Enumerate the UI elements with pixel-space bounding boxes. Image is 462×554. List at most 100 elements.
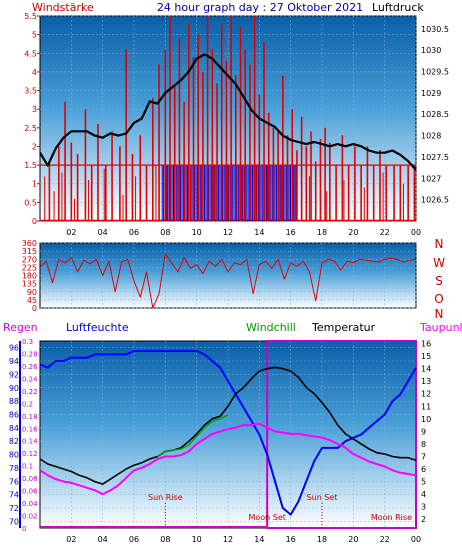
rain-tick-label: 0.18 [22, 413, 38, 421]
legend-windchill: Windchill [246, 321, 296, 334]
legend-temperature: Temperatur [311, 321, 376, 334]
p1-left-tick-label: 3.5 [24, 87, 37, 96]
humidity-tick-label: 84 [9, 424, 19, 433]
humidity-tick-label: 76 [9, 477, 19, 486]
p3-x-tick-label: 22 [380, 535, 390, 544]
rain-tick-label: 0.02 [22, 513, 38, 521]
p1-right-tick-label: 1030.5 [421, 25, 449, 34]
event-label: Moon Rise [371, 513, 412, 522]
rain-window-box [266, 340, 417, 529]
legend-dewpoint: Taupunkt [419, 321, 462, 334]
humidity-tick-label: 82 [9, 437, 19, 446]
humidity-line [39, 350, 417, 516]
temp-tick-label: 9 [421, 427, 426, 436]
p1-x-tick-label: 22 [380, 228, 390, 237]
p3-x-tick-label: 20 [348, 535, 358, 544]
rain-tick-label: 0.22 [22, 388, 38, 396]
p3-x-tick-label: 12 [223, 535, 233, 544]
p1-right-tick-label: 1027.5 [421, 153, 449, 162]
rain-tick-label: 0.12 [22, 450, 38, 458]
rain-tick-label: 0.24 [22, 375, 38, 383]
p1-left-tick-label: 4.5 [24, 49, 37, 58]
event-label: Moon Set [248, 513, 285, 522]
p2-left-tick-label: 0 [32, 304, 37, 313]
temp-tick-label: 16 [421, 340, 431, 349]
humidity-tick-label: 72 [9, 504, 19, 513]
rain-tick-label: 0.06 [22, 488, 38, 496]
compass-label: N [435, 307, 444, 321]
rain-tick-label: 0.08 [22, 475, 38, 483]
rain-tick-label: 0 [22, 525, 26, 533]
p2-left-tick-label: 315 [22, 247, 37, 256]
p3-x-tick-label: 16 [286, 535, 296, 544]
rain-tick-label: 0.26 [22, 363, 38, 371]
p3-x-tick-label: 10 [192, 535, 202, 544]
humidity-tick-label: 74 [9, 491, 19, 500]
p3-x-tick-label: 06 [129, 535, 139, 544]
rain-tick-label: 0.28 [22, 350, 38, 358]
p1-left-tick-label: 2 [32, 142, 37, 151]
humidity-tick-label: 94 [9, 357, 19, 366]
humidity-tick-label: 90 [9, 384, 19, 393]
legend-humidity: Luftfeuchte [66, 321, 129, 334]
pressure-line [39, 53, 417, 171]
humidity-tick-label: 96 [9, 344, 19, 353]
temperature-line [39, 366, 417, 485]
temp-tick-label: 11 [421, 402, 431, 411]
p1-right-tick-label: 1028 [421, 132, 441, 141]
p1-right-tick-label: 1030 [421, 46, 441, 55]
p1-right-tick-label: 1029 [421, 89, 441, 98]
p1-left-tick-label: 4 [32, 68, 37, 77]
p1-right-tick-label: 1028.5 [421, 110, 449, 119]
p1-x-tick-label: 12 [223, 228, 233, 237]
temp-tick-label: 8 [421, 440, 426, 449]
p1-left-tick-label: 1.5 [24, 161, 37, 170]
compass-label: W [433, 256, 445, 270]
pressure-axis-title: Luftdruck [372, 1, 424, 14]
temp-tick-label: 12 [421, 390, 431, 399]
rain-tick-label: 0.04 [22, 500, 38, 508]
p2-left-tick-label: 270 [22, 255, 37, 264]
wind-axis-title: Windstärke [32, 1, 94, 14]
p3-x-tick-label: 02 [66, 535, 76, 544]
temp-tick-label: 7 [421, 452, 426, 461]
p1-right-tick-label: 1027 [421, 174, 441, 183]
p1-left-tick-label: 0.5 [24, 198, 37, 207]
rain-tick-label: 0.14 [22, 438, 38, 446]
humidity-tick-label: 92 [9, 370, 19, 379]
temp-tick-label: 6 [421, 465, 426, 474]
p1-x-tick-label: 14 [254, 228, 264, 237]
p3-x-tick-label: 08 [160, 535, 170, 544]
temp-tick-label: 15 [421, 352, 431, 361]
p1-x-tick-label: 00 [411, 228, 421, 237]
p1-right-tick-label: 1026.5 [421, 196, 449, 205]
p1-left-tick-label: 2.5 [24, 124, 37, 133]
p3-x-tick-label: 14 [254, 535, 264, 544]
rain-tick-label: 0.3 [22, 338, 33, 346]
p1-left-tick-label: 0 [32, 217, 37, 226]
compass-label: S [435, 274, 443, 288]
p1-left-tick-label: 1 [32, 180, 37, 189]
p1-x-tick-label: 08 [160, 228, 170, 237]
wind-direction-line [39, 253, 417, 309]
p1-left-tick-label: 3 [32, 105, 37, 114]
temp-tick-label: 5 [421, 478, 426, 487]
event-label: Sun Set [307, 493, 338, 502]
p2-left-tick-label: 45 [27, 296, 37, 305]
rain-tick-label: 0.1 [22, 463, 33, 471]
temp-tick-label: 10 [421, 415, 431, 424]
p1-x-tick-label: 20 [348, 228, 358, 237]
p1-x-tick-label: 16 [286, 228, 296, 237]
rain-tick-label: 0.16 [22, 425, 38, 433]
compass-label: O [434, 292, 443, 306]
p3-x-tick-label: 04 [98, 535, 108, 544]
p1-left-tick-label: 5 [32, 31, 37, 40]
temp-tick-label: 13 [421, 377, 431, 386]
humidity-tick-label: 78 [9, 464, 19, 473]
p1-x-tick-label: 10 [192, 228, 202, 237]
windchill-line [157, 414, 229, 458]
p1-x-tick-label: 02 [66, 228, 76, 237]
temp-tick-label: 3 [421, 503, 426, 512]
humidity-tick-label: 80 [9, 451, 19, 460]
